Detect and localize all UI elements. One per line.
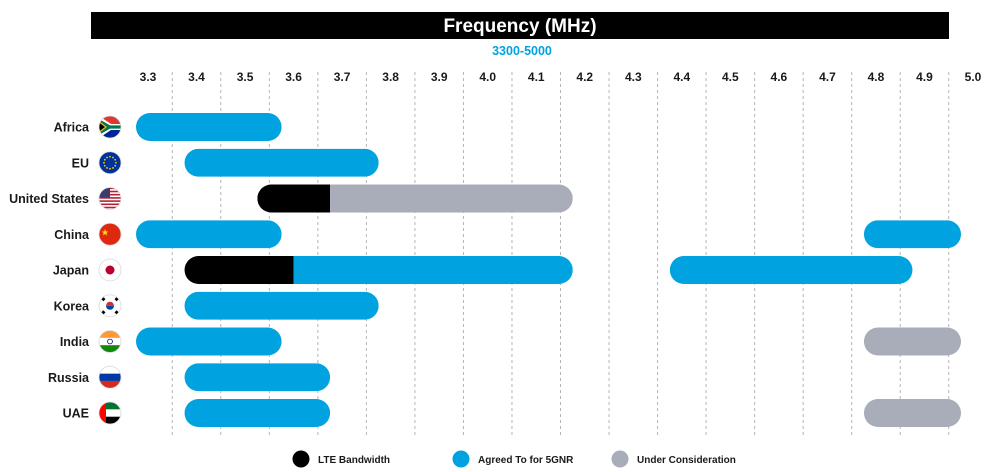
x-tick-label: 3.7 — [334, 70, 351, 84]
bar-lte-bandwidth — [184, 256, 294, 284]
title-bar — [91, 12, 949, 39]
bar-agreed-to-for-5gnr — [136, 113, 282, 141]
bars-layer — [136, 113, 961, 427]
x-tick-label: 4.3 — [625, 70, 642, 84]
bar-agreed-to-for-5gnr — [669, 256, 913, 284]
x-tick-label: 4.4 — [673, 70, 690, 84]
eu-flag-icon — [98, 151, 122, 175]
x-tick-label: 4.1 — [528, 70, 545, 84]
us-flag-icon — [98, 187, 122, 210]
x-tick-label: 4.5 — [722, 70, 739, 84]
country-label: Japan — [53, 264, 89, 278]
country-label: Korea — [54, 299, 90, 313]
x-tick-label: 3.9 — [431, 70, 448, 84]
bar-under-consideration — [863, 327, 961, 356]
x-tick-label: 4.0 — [479, 70, 496, 84]
x-tick-label: 3.8 — [382, 70, 399, 84]
japan-flag-icon — [98, 258, 122, 282]
x-tick-label: 3.3 — [140, 70, 157, 84]
bar-agreed-to-for-5gnr — [184, 363, 331, 392]
country-label: United States — [9, 192, 89, 206]
country-label: Africa — [54, 121, 90, 135]
x-tick-label: 4.7 — [819, 70, 836, 84]
bar-agreed-to-for-5gnr — [293, 256, 573, 284]
x-tick-label: 3.6 — [285, 70, 302, 84]
x-tick-label: 3.4 — [188, 70, 205, 84]
bar-agreed-to-for-5gnr — [136, 220, 282, 249]
x-tick-label: 4.2 — [576, 70, 593, 84]
country-label: EU — [72, 156, 89, 170]
china-flag-icon: ★ — [98, 222, 122, 246]
country-label: UAE — [63, 407, 89, 421]
svg-text:★: ★ — [101, 228, 109, 238]
bar-agreed-to-for-5gnr — [184, 399, 331, 427]
bar-agreed-to-for-5gnr — [863, 220, 961, 249]
x-tick-label: 4.9 — [916, 70, 933, 84]
uae-flag-icon — [98, 401, 122, 425]
bar-agreed-to-for-5gnr — [184, 148, 379, 177]
x-tick-label: 5.0 — [965, 70, 982, 84]
korea-flag-icon — [98, 294, 122, 318]
x-tick-label: 4.8 — [868, 70, 885, 84]
bar-agreed-to-for-5gnr — [136, 327, 282, 356]
x-axis-ticks: 3.3 3.4 3.5 3.6 3.7 3.8 3.9 4.0 4.1 4.2 4.3 4.4 4.5 4… — [140, 70, 982, 84]
chart-title: Frequency (MHz) — [443, 16, 596, 37]
legend-label: Agreed To for 5GNR — [478, 455, 574, 466]
bar-lte-bandwidth — [257, 184, 331, 213]
legend-swatch — [292, 450, 310, 468]
country-label: Russia — [48, 371, 90, 385]
legend-swatch — [452, 450, 470, 468]
country-label: China — [54, 228, 90, 242]
country-label: India — [60, 335, 90, 349]
south-africa-flag-icon — [98, 115, 122, 139]
x-tick-label: 3.5 — [237, 70, 254, 84]
legend-label: LTE Bandwidth — [318, 455, 390, 466]
legend: LTE Bandwidth Agreed To for 5GNR Under Con… — [292, 450, 736, 468]
legend-swatch — [611, 450, 629, 468]
india-flag-icon — [98, 330, 122, 353]
chart-subtitle: 3300-5000 — [492, 44, 552, 58]
country-rows: Africa EU United States China ★ Japan Korea Ind… — [9, 115, 122, 425]
russia-flag-icon — [98, 365, 122, 389]
x-tick-label: 4.6 — [771, 70, 788, 84]
legend-label: Under Consideration — [637, 455, 736, 466]
bar-under-consideration — [330, 184, 573, 213]
bar-agreed-to-for-5gnr — [184, 291, 379, 320]
bar-under-consideration — [863, 399, 961, 427]
